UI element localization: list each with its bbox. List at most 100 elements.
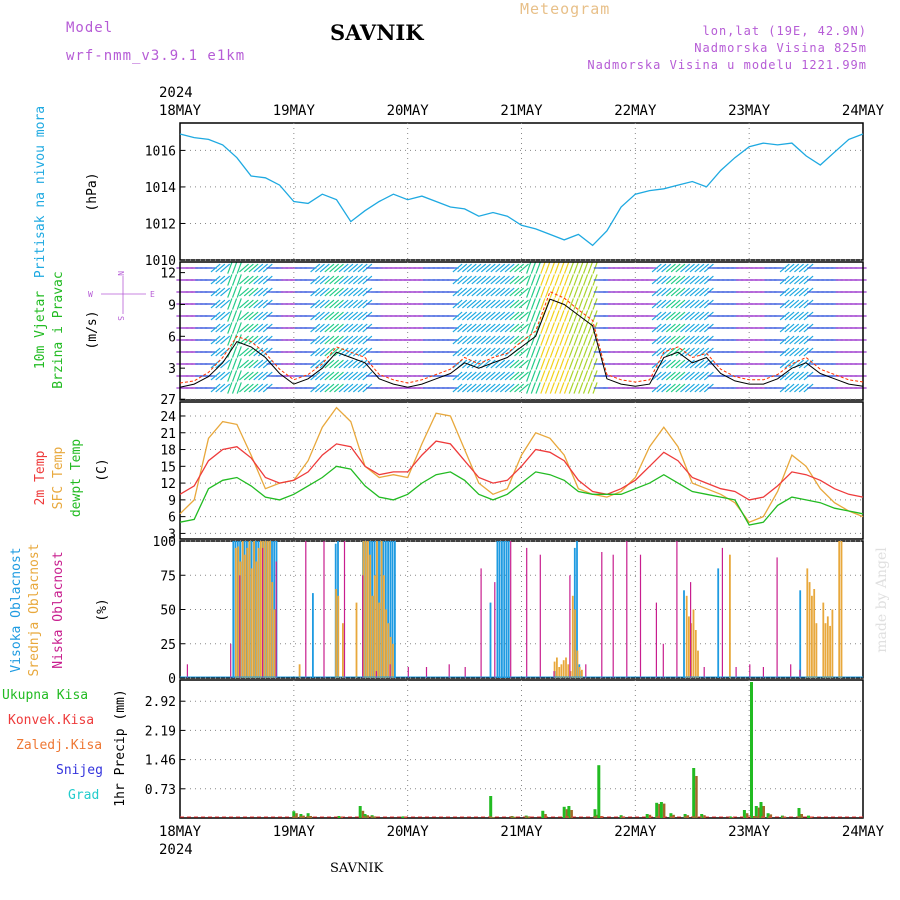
wind-arrow <box>314 383 325 393</box>
ytick-label: 0.73 <box>145 783 176 798</box>
low-cloud-bar <box>425 667 428 678</box>
wind-arrow <box>784 335 795 345</box>
convective-rain-bar <box>302 815 305 818</box>
total-rain-bar <box>807 815 810 818</box>
wind-arrow <box>343 335 354 345</box>
wind-arrow <box>665 371 676 381</box>
wind-arrow <box>220 287 231 297</box>
wind-arrow <box>573 286 579 298</box>
wind-arrow <box>239 311 249 321</box>
wind-arrow <box>348 359 359 369</box>
wind-arrow <box>514 371 525 381</box>
wind-arrow <box>310 299 321 309</box>
wind-arrow <box>578 286 584 298</box>
mid-cloud-bar <box>576 650 579 678</box>
mid-cloud-bar <box>246 547 249 678</box>
wind-arrow <box>563 298 570 310</box>
wind-arrow <box>680 371 691 381</box>
compass-icon: W E N S <box>88 271 155 321</box>
wind-arrow <box>530 262 536 274</box>
wind-arrow <box>248 371 259 381</box>
wind-arrow <box>514 275 525 285</box>
wind-arrow <box>549 358 555 370</box>
wind-arrow <box>490 347 501 357</box>
wind-arrow <box>794 287 804 297</box>
wind-arrow <box>253 359 264 369</box>
wind-arrow <box>699 371 710 381</box>
wind-arrow <box>675 263 686 273</box>
wind-arrow <box>798 335 809 345</box>
wind-arrow <box>452 299 463 309</box>
wind-arrow <box>540 286 546 298</box>
wind-arrow <box>651 323 662 333</box>
wind-arrow <box>784 311 795 321</box>
wind-arrow <box>253 263 264 273</box>
wind-arrow <box>319 323 330 333</box>
high-cloud-bar <box>391 541 394 678</box>
high-cloud-bar <box>505 541 508 678</box>
wind-arrow <box>471 383 482 393</box>
wind-arrow <box>544 310 551 322</box>
low-cloud-bar <box>721 547 723 678</box>
wind-arrow <box>471 347 482 357</box>
wind-arrow <box>329 371 340 381</box>
wind-arrow <box>485 263 496 273</box>
mid-cloud-bar <box>383 575 385 679</box>
low-cloud-bar <box>239 575 241 679</box>
wind-arrow <box>694 287 705 297</box>
wind-arrow <box>559 334 565 346</box>
wind-arrow <box>314 311 325 321</box>
wind-arrow <box>656 263 667 273</box>
total-rain-bar <box>593 809 597 818</box>
wind-arrow <box>227 322 233 334</box>
wind-arrow <box>651 359 662 369</box>
wind-arrow <box>651 275 662 285</box>
wind-arrow <box>656 335 667 345</box>
ytick-label: 3 <box>168 527 176 542</box>
wind-arrow <box>651 299 662 309</box>
wind-arrow <box>215 383 226 393</box>
high-cloud-bar <box>799 590 802 678</box>
wind-arrow <box>348 383 359 393</box>
ytick-label: 9 <box>168 494 176 509</box>
wind-arrow <box>789 263 800 273</box>
wind-arrow <box>324 275 335 285</box>
mid-cloud-bar <box>840 541 843 678</box>
wind-arrow <box>333 335 344 345</box>
wind-arrow <box>215 311 226 321</box>
mid-cloud-bar <box>826 616 829 678</box>
wind-arrow <box>544 370 551 382</box>
wind-arrow <box>248 275 259 285</box>
wind-arrow <box>476 383 487 393</box>
low-cloud-bar <box>749 664 751 678</box>
low-cloud-bar <box>510 541 512 678</box>
wind-arrow <box>573 298 579 310</box>
wind-arrow <box>509 335 520 345</box>
wind-arrow <box>215 347 226 357</box>
total-rain-bar <box>306 813 310 818</box>
wind-arrow <box>656 275 667 285</box>
wind-arrow <box>248 299 259 309</box>
wind-arrow <box>694 383 705 393</box>
wind-arrow <box>509 371 520 381</box>
wind-arrow <box>485 347 496 357</box>
wind-arrow <box>504 275 515 285</box>
temp-unit: (C) <box>95 458 110 481</box>
wind-arrow <box>319 299 330 309</box>
wind-arrow <box>794 371 804 381</box>
total-rain-bar <box>655 802 659 818</box>
wind-arrow <box>661 287 672 297</box>
mid-cloud-bar <box>264 541 267 678</box>
total-rain-bar <box>541 810 545 818</box>
high-cloud-bar <box>498 541 501 678</box>
wind-arrow <box>694 311 705 321</box>
wind-arrow <box>457 311 468 321</box>
mid-cloud-bar <box>335 589 337 678</box>
wind-arrow <box>784 275 795 285</box>
ytick-label: 3 <box>168 362 176 377</box>
wind-arrow <box>779 359 790 369</box>
wind-arrow <box>573 262 579 274</box>
wind-arrow <box>789 275 800 285</box>
wind-arrow <box>215 287 226 297</box>
